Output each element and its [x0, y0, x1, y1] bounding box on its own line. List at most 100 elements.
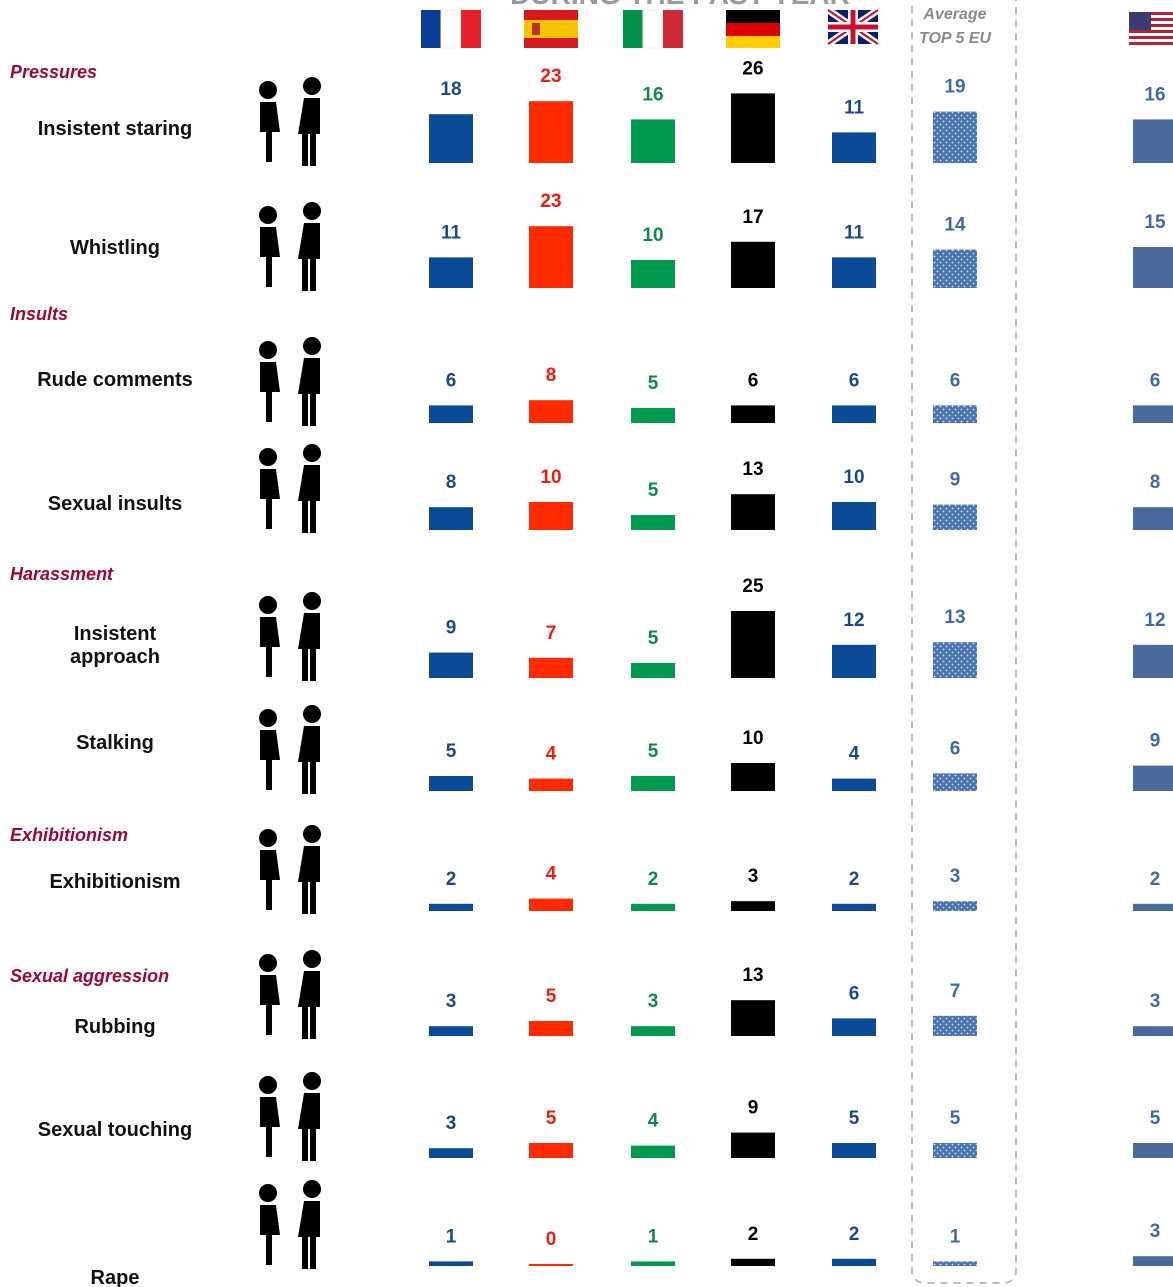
pictogram [259, 592, 321, 681]
pictogram [259, 444, 321, 533]
value-label: 9 [950, 470, 961, 491]
value-label: 1 [950, 1226, 961, 1247]
bar [429, 776, 473, 791]
pictogram-head [259, 1184, 277, 1202]
pictogram [259, 705, 321, 794]
value-label: 1 [648, 1226, 659, 1247]
bar [529, 898, 573, 911]
bar [631, 260, 675, 288]
value-label: 13 [742, 965, 763, 986]
pictogram-body [298, 1201, 320, 1269]
pictogram-head [259, 596, 277, 614]
value-label: 2 [648, 869, 659, 890]
pictogram [259, 77, 321, 166]
bar [1133, 507, 1173, 530]
bar [731, 763, 775, 791]
value-label: 7 [950, 981, 961, 1002]
category-label-box: Rubbing [74, 1015, 156, 1038]
pictogram-head [259, 829, 277, 847]
pictogram-head [303, 444, 321, 462]
bar [429, 507, 473, 530]
value-label: 4 [648, 1111, 659, 1132]
value-label: 10 [742, 728, 763, 749]
value-label: 2 [849, 869, 860, 890]
pictogram-body [260, 469, 280, 529]
pictogram-body [298, 846, 320, 914]
bar [1133, 119, 1173, 163]
pictogram-head [259, 709, 277, 727]
bar [731, 611, 775, 678]
value-label: 10 [642, 225, 663, 246]
value-label: 11 [844, 222, 865, 243]
category-label: Rubbing [74, 1015, 156, 1038]
pictogram [259, 825, 321, 914]
group-label: Pressures [10, 62, 97, 82]
value-label: 3 [1150, 1221, 1161, 1242]
bar [1133, 247, 1173, 288]
bar [529, 226, 573, 288]
category-label-box: Rude comments [5, 340, 225, 420]
category-label-box: Insistent staring [38, 118, 192, 140]
group-label: Exhibitionism [10, 825, 128, 845]
bar [832, 644, 876, 678]
pictogram-body [260, 617, 280, 677]
pictogram-head [303, 337, 321, 355]
value-label: 0 [546, 1229, 557, 1250]
value-label: 8 [446, 472, 457, 493]
value-label: 5 [648, 480, 659, 501]
bar [832, 405, 876, 423]
bar [529, 657, 573, 678]
bar [933, 1143, 977, 1158]
category-label-box: Whistling [70, 237, 160, 259]
value-label: 6 [849, 370, 860, 391]
bar [631, 903, 675, 911]
bar [1133, 1026, 1173, 1036]
bar [529, 400, 573, 423]
value-label: 6 [849, 983, 860, 1004]
value-label: 17 [742, 207, 763, 228]
bar [529, 1143, 573, 1158]
value-label: 5 [648, 741, 659, 762]
pictogram-body [298, 465, 320, 533]
value-label: 5 [546, 1108, 557, 1129]
value-label: 8 [1150, 472, 1161, 493]
value-label: 6 [1150, 370, 1161, 391]
bar [832, 1258, 876, 1266]
category-label-wrap: Rape [5, 1238, 225, 1287]
average-frame [911, 0, 1017, 1284]
bar [529, 101, 573, 163]
bar [731, 1258, 775, 1266]
bar [429, 1026, 473, 1036]
pictogram-head [259, 448, 277, 466]
category-label: Sexual touching [37, 1118, 193, 1141]
bar [429, 903, 473, 911]
bar [933, 504, 977, 530]
value-label: 15 [1144, 212, 1166, 233]
bar [731, 1132, 775, 1158]
pictogram-body [260, 730, 280, 790]
bar [933, 1261, 977, 1266]
bar [933, 249, 977, 288]
value-label: 5 [446, 741, 457, 762]
group-label: Harassment [10, 564, 114, 584]
bar [832, 257, 876, 288]
pictogram [259, 1180, 321, 1269]
pictogram-body [298, 1093, 320, 1161]
bar [933, 111, 977, 163]
value-label: 3 [950, 866, 961, 887]
value-label: 11 [844, 97, 865, 118]
flag-germany [726, 10, 780, 48]
pictogram-body [298, 613, 320, 681]
bar [832, 1018, 876, 1036]
pictogram [259, 950, 321, 1039]
value-label: 2 [1150, 869, 1161, 890]
value-label: 5 [1150, 1108, 1161, 1129]
category-label-wrap: Rude comments [5, 340, 225, 420]
bar [631, 515, 675, 530]
value-label: 8 [546, 365, 557, 386]
pictogram-head [303, 202, 321, 220]
pictogram-body [260, 102, 280, 162]
bar [529, 778, 573, 791]
category-label: Stalking [76, 731, 154, 754]
